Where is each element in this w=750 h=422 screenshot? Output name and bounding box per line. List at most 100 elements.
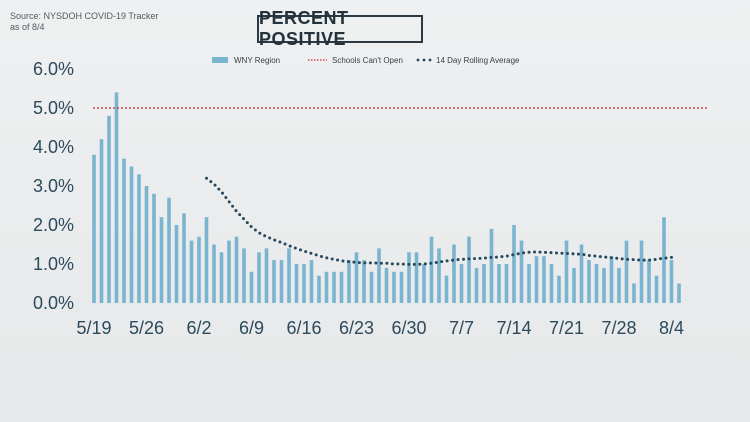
bar xyxy=(407,252,411,303)
bar xyxy=(489,228,494,303)
average-dot xyxy=(478,256,482,260)
bar xyxy=(549,264,554,303)
bar xyxy=(414,252,419,303)
average-dot xyxy=(440,260,444,264)
average-dot xyxy=(434,260,438,264)
average-dot xyxy=(429,261,433,265)
bar xyxy=(182,213,186,303)
bar xyxy=(459,264,464,303)
average-dot xyxy=(325,256,329,260)
average-dot xyxy=(227,200,231,204)
bar xyxy=(347,260,351,303)
average-dot xyxy=(268,236,272,240)
average-dot xyxy=(516,252,520,256)
average-dot xyxy=(374,261,378,265)
average-dot xyxy=(278,240,282,244)
source-date: as of 8/4 xyxy=(10,22,45,32)
bar xyxy=(257,252,261,303)
bar xyxy=(437,248,441,303)
bar xyxy=(384,267,389,303)
average-dot xyxy=(467,257,471,261)
average-dot xyxy=(249,225,253,229)
average-dot xyxy=(456,258,460,262)
bar xyxy=(579,244,584,303)
bar xyxy=(654,275,659,303)
y-tick-label: 4.0% xyxy=(33,137,74,157)
bar xyxy=(519,240,524,303)
bar xyxy=(287,248,291,303)
legend-label: WNY Region xyxy=(234,56,280,65)
bar xyxy=(527,264,531,303)
average-dot xyxy=(209,180,213,184)
average-dot xyxy=(288,244,292,248)
legend-label: Schools Can't Open xyxy=(332,56,403,65)
bar xyxy=(189,240,194,303)
bar xyxy=(174,225,179,303)
average-dot xyxy=(637,258,641,262)
average-dot xyxy=(283,242,287,246)
bar xyxy=(107,115,111,303)
average-dot xyxy=(505,254,509,258)
bar xyxy=(339,271,344,303)
y-tick-label: 6.0% xyxy=(33,59,74,79)
rolling-average-series xyxy=(205,176,673,266)
average-dot xyxy=(336,258,340,262)
average-dot xyxy=(533,250,537,254)
average-dot xyxy=(357,261,361,265)
average-dot xyxy=(231,204,235,208)
average-dot xyxy=(659,257,663,261)
bar xyxy=(429,236,434,303)
bar xyxy=(587,260,591,303)
average-dot xyxy=(385,261,389,265)
bar-series xyxy=(92,92,681,304)
bar xyxy=(422,264,426,303)
bar xyxy=(474,267,479,303)
bar xyxy=(594,264,599,303)
bar xyxy=(647,260,651,303)
legend-swatch-dot xyxy=(428,58,432,62)
average-dot xyxy=(615,256,619,260)
bar xyxy=(272,260,276,303)
average-dot xyxy=(565,252,569,256)
bar xyxy=(317,275,321,303)
bar xyxy=(677,283,681,303)
bar xyxy=(302,264,306,303)
bar xyxy=(167,197,171,303)
average-dot xyxy=(418,262,422,266)
bar xyxy=(534,256,539,303)
average-dot xyxy=(412,262,416,266)
average-dot xyxy=(576,252,580,256)
bar xyxy=(444,275,449,303)
bar xyxy=(624,240,629,303)
legend-label: 14 Day Rolling Average xyxy=(436,56,520,65)
average-dot xyxy=(423,262,427,266)
average-dot xyxy=(309,251,313,255)
bar xyxy=(572,267,576,303)
y-tick-label: 3.0% xyxy=(33,176,74,196)
average-dot xyxy=(462,257,466,261)
bar xyxy=(159,217,164,303)
bar xyxy=(227,240,231,303)
average-dot xyxy=(653,257,657,261)
average-dot xyxy=(319,254,323,258)
bar xyxy=(114,92,119,304)
y-tick-label: 2.0% xyxy=(33,215,74,235)
bar xyxy=(662,217,666,303)
bar xyxy=(354,252,359,303)
bar xyxy=(264,248,269,303)
bar xyxy=(324,271,329,303)
bar xyxy=(557,275,561,303)
bar xyxy=(369,271,374,303)
bar xyxy=(617,267,621,303)
bar xyxy=(452,244,456,303)
average-dot xyxy=(571,252,575,256)
y-tick-label: 1.0% xyxy=(33,254,74,274)
average-dot xyxy=(224,196,228,200)
bar xyxy=(249,271,254,303)
average-dot xyxy=(593,254,597,258)
average-dot xyxy=(407,262,411,266)
bar xyxy=(129,166,134,303)
average-dot xyxy=(304,250,308,254)
